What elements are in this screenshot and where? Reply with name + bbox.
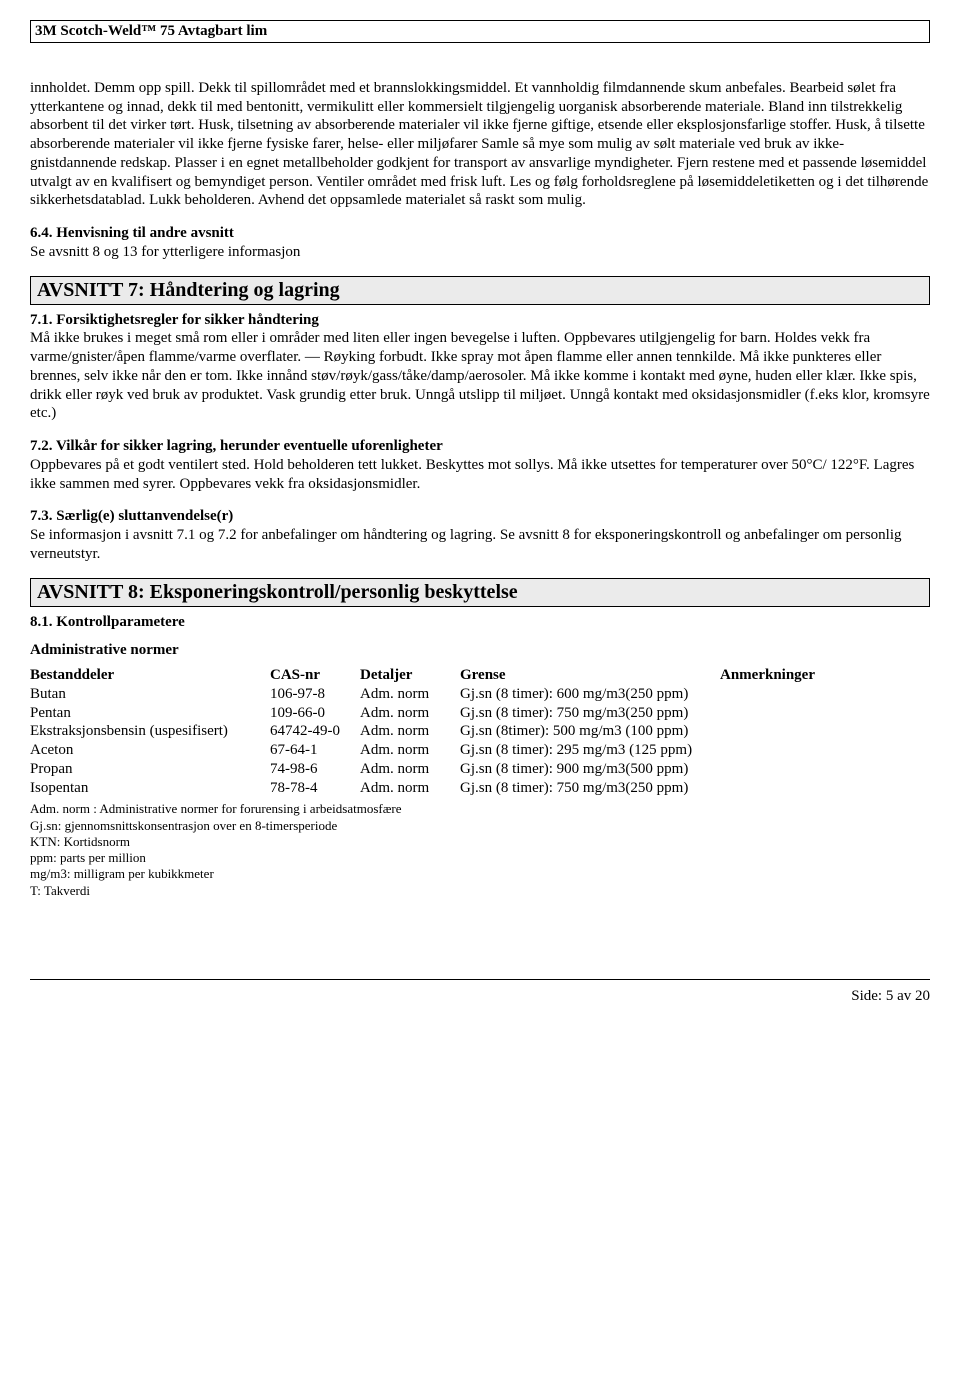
note-line: ppm: parts per million bbox=[30, 850, 930, 866]
section-7-1: 7.1. Forsiktighetsregler for sikker hånd… bbox=[30, 311, 930, 424]
note-line: Gj.sn: gjennomsnittskonsentrasjon over e… bbox=[30, 818, 930, 834]
cell: 106-97-8 bbox=[270, 685, 360, 704]
col-cas: CAS-nr bbox=[270, 666, 360, 685]
heading-7-3: 7.3. Særlig(e) sluttanvendelse(r) bbox=[30, 508, 233, 524]
body-paragraph: innholdet. Demm opp spill. Dekk til spil… bbox=[30, 79, 930, 210]
heading-6-4: 6.4. Henvisning til andre avsnitt bbox=[30, 225, 234, 241]
col-anmerkninger: Anmerkninger bbox=[720, 666, 930, 685]
cell: Isopentan bbox=[30, 779, 270, 798]
body-7-1: Må ikke brukes i meget små rom eller i o… bbox=[30, 330, 930, 421]
table-row: Pentan 109-66-0 Adm. norm Gj.sn (8 timer… bbox=[30, 704, 930, 723]
section-8-title: AVSNITT 8: Eksponeringskontroll/personli… bbox=[37, 581, 518, 603]
admin-norms-label: Administrative normer bbox=[30, 641, 930, 660]
table-row: Propan 74-98-6 Adm. norm Gj.sn (8 timer)… bbox=[30, 760, 930, 779]
document-title-box: 3M Scotch-Weld™ 75 Avtagbart lim bbox=[30, 20, 930, 43]
cell: Gj.sn (8 timer): 600 mg/m3(250 ppm) bbox=[460, 685, 720, 704]
cell: Adm. norm bbox=[360, 722, 460, 741]
cell: Adm. norm bbox=[360, 760, 460, 779]
cell: Pentan bbox=[30, 704, 270, 723]
body-6-4: Se avsnitt 8 og 13 for ytterligere infor… bbox=[30, 244, 300, 260]
col-grense: Grense bbox=[460, 666, 720, 685]
table-row: Butan 106-97-8 Adm. norm Gj.sn (8 timer)… bbox=[30, 685, 930, 704]
cell: Gj.sn (8 timer): 750 mg/m3(250 ppm) bbox=[460, 779, 720, 798]
cell: 74-98-6 bbox=[270, 760, 360, 779]
heading-7-2: 7.2. Vilkår for sikker lagring, herunder… bbox=[30, 438, 443, 454]
note-line: T: Takverdi bbox=[30, 883, 930, 899]
table-header-row: Bestanddeler CAS-nr Detaljer Grense Anme… bbox=[30, 666, 930, 685]
section-7-3: 7.3. Særlig(e) sluttanvendelse(r) Se inf… bbox=[30, 507, 930, 563]
table-row: Isopentan 78-78-4 Adm. norm Gj.sn (8 tim… bbox=[30, 779, 930, 798]
footer-separator bbox=[30, 979, 930, 980]
table-row: Ekstraksjonsbensin (uspesifisert) 64742-… bbox=[30, 722, 930, 741]
note-line: mg/m3: milligram per kubikkmeter bbox=[30, 866, 930, 882]
params-table: Bestanddeler CAS-nr Detaljer Grense Anme… bbox=[30, 666, 930, 797]
cell: Adm. norm bbox=[360, 779, 460, 798]
col-detaljer: Detaljer bbox=[360, 666, 460, 685]
cell bbox=[720, 685, 930, 704]
cell: Butan bbox=[30, 685, 270, 704]
table-notes: Adm. norm : Administrative normer for fo… bbox=[30, 801, 930, 899]
section-7-title: AVSNITT 7: Håndtering og lagring bbox=[37, 279, 340, 301]
cell: Adm. norm bbox=[360, 685, 460, 704]
body-7-3: Se informasjon i avsnitt 7.1 og 7.2 for … bbox=[30, 527, 902, 562]
cell: Aceton bbox=[30, 741, 270, 760]
section-8-header: AVSNITT 8: Eksponeringskontroll/personli… bbox=[30, 578, 930, 607]
cell bbox=[720, 760, 930, 779]
cell: Gj.sn (8timer): 500 mg/m3 (100 ppm) bbox=[460, 722, 720, 741]
cell: Gj.sn (8 timer): 750 mg/m3(250 ppm) bbox=[460, 704, 720, 723]
cell: Gj.sn (8 timer): 295 mg/m3 (125 ppm) bbox=[460, 741, 720, 760]
cell: Ekstraksjonsbensin (uspesifisert) bbox=[30, 722, 270, 741]
page-footer: Side: 5 av 20 bbox=[30, 987, 930, 1006]
section-7-2: 7.2. Vilkår for sikker lagring, herunder… bbox=[30, 437, 930, 493]
document-title: 3M Scotch-Weld™ 75 Avtagbart lim bbox=[35, 23, 267, 39]
cell: Adm. norm bbox=[360, 741, 460, 760]
cell bbox=[720, 741, 930, 760]
cell bbox=[720, 704, 930, 723]
cell: Adm. norm bbox=[360, 704, 460, 723]
page-number: Side: 5 av 20 bbox=[851, 988, 930, 1004]
note-line: KTN: Kortidsnorm bbox=[30, 834, 930, 850]
cell: Propan bbox=[30, 760, 270, 779]
cell: Gj.sn (8 timer): 900 mg/m3(500 ppm) bbox=[460, 760, 720, 779]
section-6-4: 6.4. Henvisning til andre avsnitt Se avs… bbox=[30, 224, 930, 262]
table-row: Aceton 67-64-1 Adm. norm Gj.sn (8 timer)… bbox=[30, 741, 930, 760]
para-text: innholdet. Demm opp spill. Dekk til spil… bbox=[30, 80, 928, 209]
cell: 109-66-0 bbox=[270, 704, 360, 723]
body-7-2: Oppbevares på et godt ventilert sted. Ho… bbox=[30, 457, 914, 492]
note-line: Adm. norm : Administrative normer for fo… bbox=[30, 801, 930, 817]
cell bbox=[720, 779, 930, 798]
cell: 78-78-4 bbox=[270, 779, 360, 798]
heading-8-1: 8.1. Kontrollparametere bbox=[30, 613, 930, 632]
cell: 67-64-1 bbox=[270, 741, 360, 760]
col-bestanddeler: Bestanddeler bbox=[30, 666, 270, 685]
cell: 64742-49-0 bbox=[270, 722, 360, 741]
section-7-header: AVSNITT 7: Håndtering og lagring bbox=[30, 276, 930, 305]
heading-7-1: 7.1. Forsiktighetsregler for sikker hånd… bbox=[30, 312, 319, 328]
cell bbox=[720, 722, 930, 741]
